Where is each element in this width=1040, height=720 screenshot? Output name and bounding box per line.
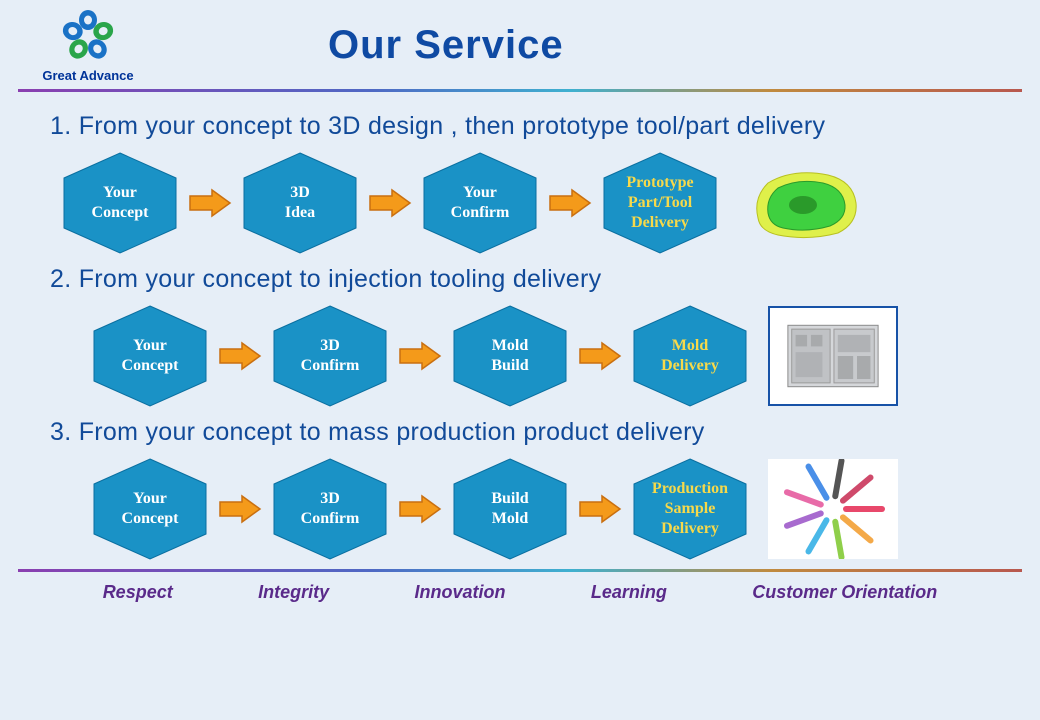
hex-3-2: 3DConfirm — [270, 457, 390, 561]
hex-2-1: YourConcept — [90, 304, 210, 408]
divider-bottom — [18, 569, 1022, 572]
page-title: Our Service — [328, 23, 564, 68]
image-product-samples — [768, 459, 898, 559]
hex-3-1: YourConcept — [90, 457, 210, 561]
arrow-icon — [218, 341, 262, 371]
hex-label: YourConcept — [116, 489, 185, 529]
section-title-2: 2. From your concept to injection toolin… — [50, 265, 1010, 294]
logo-block: Great Advance — [28, 8, 148, 83]
arrow-icon — [218, 494, 262, 524]
logo-icon — [60, 8, 116, 64]
flow-row-3: YourConcept 3DConfirm BuildMold Producti… — [50, 457, 1010, 561]
footer: Respect Integrity Innovation Learning Cu… — [0, 582, 1040, 603]
footer-value-innovation: Innovation — [414, 582, 505, 603]
company-name: Great Advance — [42, 68, 133, 83]
footer-value-learning: Learning — [591, 582, 667, 603]
hex-label: ProductionSampleDelivery — [646, 479, 734, 539]
image-3d-part — [738, 153, 868, 253]
image-mold-photo — [768, 306, 898, 406]
hex-1-1: YourConcept — [60, 151, 180, 255]
footer-value-respect: Respect — [103, 582, 173, 603]
hex-label: BuildMold — [485, 489, 534, 529]
arrow-icon — [578, 341, 622, 371]
hex-label: PrototypePart/ToolDelivery — [620, 173, 699, 233]
arrow-icon — [188, 188, 232, 218]
footer-value-integrity: Integrity — [258, 582, 329, 603]
arrow-icon — [368, 188, 412, 218]
arrow-icon — [548, 188, 592, 218]
divider-top — [18, 89, 1022, 92]
hex-1-3: YourConfirm — [420, 151, 540, 255]
header: Great Advance Our Service — [0, 0, 1040, 89]
flow-row-2: YourConcept 3DConfirm MoldBuild MoldDeli… — [50, 304, 1010, 408]
hex-label: YourConfirm — [445, 183, 516, 223]
hex-2-2: 3DConfirm — [270, 304, 390, 408]
arrow-icon — [398, 341, 442, 371]
hex-label: 3DIdea — [279, 183, 321, 223]
hex-1-2: 3DIdea — [240, 151, 360, 255]
hex-label: YourConcept — [116, 336, 185, 376]
hex-3-3: BuildMold — [450, 457, 570, 561]
flow-row-1: YourConcept 3DIdea YourConfirm Prototype… — [50, 151, 1010, 255]
hex-label: MoldBuild — [485, 336, 534, 376]
content-area: 1. From your concept to 3D design , then… — [0, 98, 1040, 561]
hex-1-4: PrototypePart/ToolDelivery — [600, 151, 720, 255]
hex-label: MoldDelivery — [655, 336, 725, 376]
hex-label: 3DConfirm — [295, 489, 366, 529]
arrow-icon — [398, 494, 442, 524]
footer-value-customer: Customer Orientation — [752, 582, 937, 603]
hex-3-4: ProductionSampleDelivery — [630, 457, 750, 561]
hex-label: YourConcept — [86, 183, 155, 223]
arrow-icon — [578, 494, 622, 524]
section-title-3: 3. From your concept to mass production … — [50, 418, 1010, 447]
section-title-1: 1. From your concept to 3D design , then… — [50, 112, 1010, 141]
hex-2-3: MoldBuild — [450, 304, 570, 408]
hex-label: 3DConfirm — [295, 336, 366, 376]
hex-2-4: MoldDelivery — [630, 304, 750, 408]
